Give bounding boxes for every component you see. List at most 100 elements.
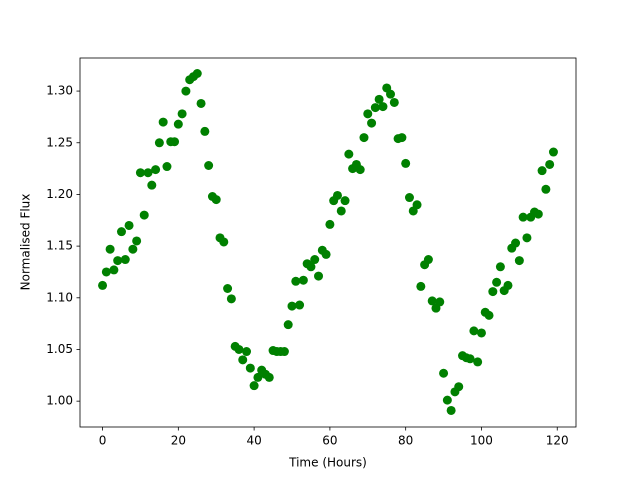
point (132, 236, 142, 246)
point (439, 368, 449, 378)
point (196, 98, 206, 108)
point (533, 209, 543, 219)
x-tick-label: 120 (546, 434, 569, 448)
point (113, 256, 123, 266)
point (442, 395, 452, 405)
point (488, 287, 498, 297)
point (423, 255, 433, 265)
point (355, 165, 365, 175)
x-tick-label: 100 (470, 434, 493, 448)
axes-frame (79, 57, 577, 428)
point (264, 372, 274, 382)
point (336, 206, 346, 216)
point (128, 244, 138, 254)
y-tick-label: 1.20 (46, 187, 73, 201)
x-tick-label: 80 (398, 434, 413, 448)
point (242, 347, 252, 357)
point (200, 126, 210, 136)
point (306, 262, 316, 272)
point (177, 109, 187, 119)
point (427, 296, 437, 306)
point (124, 220, 134, 230)
point (435, 297, 445, 307)
point (416, 281, 426, 291)
point (170, 137, 180, 147)
y-tick-label: 1.00 (46, 394, 73, 408)
point (492, 277, 502, 287)
point (139, 210, 149, 220)
point (234, 344, 244, 354)
point (310, 255, 320, 265)
point (151, 165, 161, 175)
point (295, 300, 305, 310)
point (98, 280, 108, 290)
point (386, 89, 396, 99)
point (541, 184, 551, 194)
point (291, 276, 301, 286)
x-tick-label: 0 (99, 434, 107, 448)
point (116, 227, 126, 237)
point (511, 238, 521, 248)
point (503, 280, 513, 290)
y-tick-label: 1.25 (46, 135, 73, 149)
x-tick-label: 60 (322, 434, 337, 448)
point (154, 138, 164, 148)
point (389, 97, 399, 107)
y-tick-label: 1.05 (46, 342, 73, 356)
point (226, 294, 236, 304)
point (158, 117, 168, 127)
point (321, 249, 331, 259)
point (469, 326, 479, 336)
y-tick-label: 1.10 (46, 290, 73, 304)
point (363, 109, 373, 119)
point (135, 168, 145, 178)
point (359, 133, 369, 143)
point (404, 193, 414, 203)
point (548, 147, 558, 157)
point (105, 244, 115, 254)
point (287, 301, 297, 311)
point (211, 195, 221, 205)
point (143, 168, 153, 178)
point (238, 355, 248, 365)
point (397, 133, 407, 143)
point (147, 180, 157, 190)
point (476, 328, 486, 338)
point (495, 262, 505, 272)
point (374, 94, 384, 104)
point (204, 160, 214, 170)
point (378, 102, 388, 112)
point (253, 372, 263, 382)
point (332, 190, 342, 200)
point (545, 159, 555, 169)
point (249, 381, 259, 391)
point (245, 363, 255, 373)
point (101, 267, 111, 277)
point (173, 119, 183, 129)
point (120, 255, 130, 265)
point (283, 320, 293, 330)
point (325, 219, 335, 229)
point (162, 162, 172, 172)
point (484, 310, 494, 320)
point (473, 357, 483, 367)
point (279, 347, 289, 357)
point (367, 118, 377, 128)
x-axis-label: Time (Hours) (288, 456, 367, 470)
x-tick-label: 40 (246, 434, 261, 448)
point (181, 86, 191, 96)
point (370, 103, 380, 113)
point (518, 212, 528, 222)
point (412, 200, 422, 210)
point (514, 256, 524, 266)
point (314, 271, 324, 281)
point (219, 237, 229, 247)
point (344, 149, 354, 159)
point (298, 275, 308, 285)
y-axis-label: Normalised Flux (19, 194, 33, 291)
point (522, 233, 532, 243)
point (446, 405, 456, 415)
point (340, 196, 350, 206)
